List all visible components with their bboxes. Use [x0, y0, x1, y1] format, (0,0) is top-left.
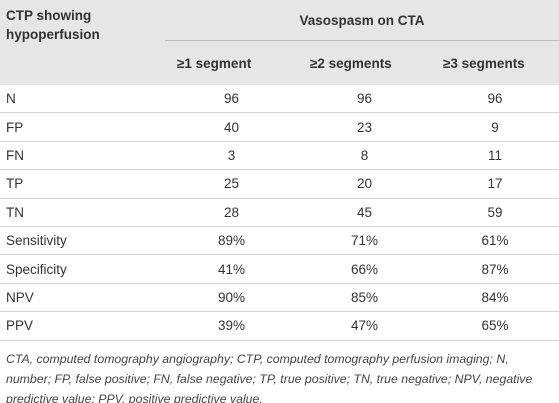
table-row: FP 40 23 9: [0, 112, 559, 142]
cell: 47%: [298, 311, 431, 341]
group-header: Vasospasm on CTA: [165, 0, 559, 41]
cell: 45: [298, 198, 431, 227]
cell: 90%: [165, 283, 298, 313]
cell: 40: [165, 112, 298, 142]
row-label-text: CTP showing hypoperfusion: [6, 8, 100, 42]
cell: 96: [431, 85, 559, 114]
table-row: FN 3 8 11: [0, 141, 559, 171]
cell: 23: [298, 112, 431, 142]
table-row: N 96 96 96: [0, 85, 559, 114]
cell: 8: [298, 141, 431, 171]
table-row: PPV 39% 47% 65%: [0, 311, 559, 341]
cell: 3: [165, 141, 298, 171]
column-header: ≥3 segments: [431, 40, 559, 85]
cell: 84%: [431, 283, 559, 313]
cell: 96: [298, 85, 431, 114]
cell: 25: [165, 169, 298, 199]
cell: 41%: [165, 254, 298, 284]
cell: 85%: [298, 283, 431, 313]
header-row: CTP showing hypoperfusion Vasospasm on C…: [0, 0, 559, 85]
row-label: FN: [0, 141, 165, 171]
cell: 11: [431, 141, 559, 171]
row-label: TP: [0, 169, 165, 199]
cell: 65%: [431, 311, 559, 341]
row-label: Sensitivity: [0, 226, 165, 256]
header-row: ≥1 segment ≥2 segments ≥3 segments: [0, 40, 559, 85]
table-row: NPV 90% 85% 84%: [0, 283, 559, 313]
cell: 28: [165, 198, 298, 227]
table-row: Sensitivity 89% 71% 61%: [0, 226, 559, 256]
cell: 66%: [298, 254, 431, 284]
row-label: NPV: [0, 283, 165, 313]
row-label: N: [0, 85, 165, 114]
row-label: FP: [0, 112, 165, 142]
cell: 9: [431, 112, 559, 142]
column-header: ≥1 segment: [165, 40, 298, 85]
cell: 96: [165, 85, 298, 114]
column-header: ≥2 segments: [298, 40, 431, 85]
row-label: TN: [0, 198, 165, 227]
cell: 20: [298, 169, 431, 199]
cell: 71%: [298, 226, 431, 256]
row-label: Specificity: [0, 254, 165, 284]
cell: 87%: [431, 254, 559, 284]
cell: 61%: [431, 226, 559, 256]
cell: 39%: [165, 311, 298, 341]
table: CTP showing hypoperfusion Vasospasm on C…: [0, 0, 559, 341]
table-row: TN 28 45 59: [0, 198, 559, 227]
footnote: CTA, computed tomography angiography; CT…: [6, 351, 533, 403]
table-row: TP 25 20 17: [0, 169, 559, 199]
row-label: PPV: [0, 311, 165, 341]
table-body: N 96 96 96 FP 40 23 9 FN 3 8 11 TP 25 20 17 TN 28 45 59 Sens…: [0, 85, 559, 341]
cell: 17: [431, 169, 559, 199]
table-row: Specificity 41% 66% 87%: [0, 254, 559, 284]
row-label-header: CTP showing hypoperfusion: [0, 0, 165, 85]
table-header: CTP showing hypoperfusion Vasospasm on C…: [0, 0, 559, 85]
cell: 89%: [165, 226, 298, 256]
cell: 59: [431, 198, 559, 227]
